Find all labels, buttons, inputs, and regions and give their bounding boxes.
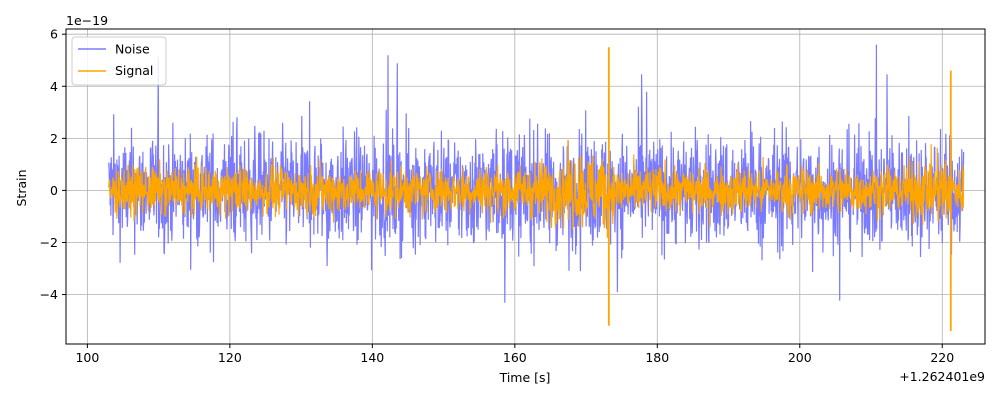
x-tick-label-4: 180 [645,350,669,365]
y-tick-label-0: −4 [40,287,58,302]
legend-noise-label: Noise [115,42,150,57]
x-tick-label-2: 140 [360,350,384,365]
y-tick-label-5: 6 [50,27,58,42]
x-tick-label-6: 220 [930,350,954,365]
y-tick-label-1: −2 [40,235,58,250]
x-offset-label: +1.262401e9 [899,369,985,384]
x-tick-label-5: 200 [788,350,812,365]
y-tick-label-4: 4 [50,79,58,94]
y-tick-label-3: 2 [50,131,58,146]
y-scale-label: 1e−19 [66,13,108,28]
noise-series-line [108,44,965,303]
x-tick-label-0: 100 [75,350,99,365]
signal-series-line [108,140,965,238]
plot-area: 100 120 140 160 180 200 220 −4 −2 0 2 4 6 [40,27,986,365]
x-tick-label-1: 120 [218,350,242,365]
y-axis-label: Strain [14,169,29,206]
y-tick-label-2: 0 [50,183,58,198]
legend: Noise Signal [71,36,167,86]
x-axis-label: Time [s] [499,370,551,385]
legend-signal-label: Signal [115,63,153,78]
axes-frame [65,28,986,345]
x-tick-label-3: 160 [503,350,527,365]
